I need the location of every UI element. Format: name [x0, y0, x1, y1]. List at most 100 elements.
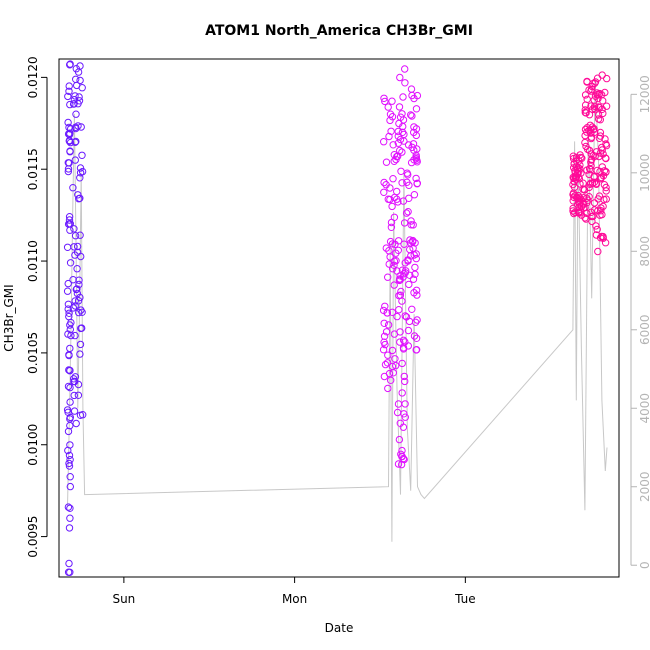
- data-point: [394, 139, 402, 147]
- y2-tick-label: 2000: [638, 471, 650, 502]
- data-point: [603, 74, 611, 83]
- y2-tick-label: 8000: [638, 236, 650, 267]
- data-point: [412, 155, 420, 163]
- data-point: [403, 178, 411, 187]
- data-point: [402, 209, 411, 217]
- data-point: [396, 276, 404, 284]
- data-point: [73, 265, 81, 273]
- data-point: [394, 246, 402, 255]
- data-point: [66, 321, 74, 329]
- data-point: [386, 110, 395, 118]
- data-point: [72, 110, 80, 118]
- data-point: [409, 275, 418, 283]
- data-point: [583, 77, 591, 86]
- data-point: [402, 267, 410, 275]
- data-point: [405, 317, 414, 326]
- data-point: [399, 122, 407, 131]
- data-point: [388, 113, 397, 121]
- data-point: [601, 154, 610, 162]
- data-point: [74, 191, 82, 199]
- data-point: [594, 247, 602, 256]
- data-point: [383, 359, 392, 367]
- data-point: [71, 373, 80, 381]
- data-point: [63, 406, 72, 414]
- data-point: [405, 194, 413, 203]
- data-point: [387, 223, 396, 232]
- data-point: [72, 75, 80, 84]
- data-point: [571, 173, 580, 182]
- data-point: [382, 328, 391, 336]
- data-point: [574, 208, 583, 216]
- data-point: [585, 146, 594, 155]
- points-layer: [63, 60, 611, 576]
- data-point: [394, 400, 403, 408]
- y-tick-label: 0.0100: [26, 424, 40, 466]
- data-point: [65, 524, 74, 532]
- data-point: [400, 410, 408, 418]
- data-point: [384, 103, 392, 111]
- data-point: [592, 231, 601, 239]
- data-point: [409, 236, 417, 245]
- data-point: [412, 334, 421, 342]
- data-point: [71, 302, 79, 310]
- data-point: [396, 338, 404, 346]
- x-tick-label: Sun: [112, 592, 135, 606]
- data-point: [412, 105, 421, 113]
- data-point: [404, 342, 412, 350]
- data-point: [398, 128, 407, 137]
- data-point: [571, 192, 579, 200]
- data-point: [581, 138, 589, 147]
- data-point: [73, 289, 82, 298]
- data-point: [398, 266, 407, 274]
- data-point: [599, 109, 607, 118]
- data-point: [588, 212, 596, 221]
- data-point: [64, 503, 73, 511]
- data-point: [598, 232, 606, 241]
- data-point: [593, 225, 601, 234]
- data-point: [386, 253, 394, 261]
- data-point: [66, 482, 75, 491]
- data-point: [66, 514, 74, 522]
- data-point: [402, 313, 411, 321]
- x-axis-label: Date: [325, 621, 354, 635]
- data-point: [66, 344, 74, 353]
- data-point: [395, 306, 403, 314]
- data-point: [584, 145, 592, 154]
- data-point: [64, 159, 73, 167]
- data-point: [388, 97, 396, 105]
- data-point: [399, 454, 408, 463]
- y2-tick-label: 6000: [638, 314, 650, 345]
- data-point: [592, 148, 601, 156]
- data-point: [379, 306, 388, 315]
- data-point: [63, 287, 72, 295]
- data-point: [405, 280, 413, 289]
- data-point: [393, 312, 401, 321]
- data-point: [396, 73, 404, 82]
- data-point: [76, 174, 84, 182]
- data-point: [588, 123, 596, 131]
- data-point: [64, 220, 73, 228]
- data-point: [397, 167, 405, 176]
- data-point: [65, 216, 74, 224]
- data-point: [65, 366, 73, 374]
- data-point: [602, 168, 610, 177]
- data-point: [76, 350, 84, 358]
- data-point: [64, 568, 73, 576]
- data-point: [585, 183, 593, 192]
- data-point: [75, 308, 83, 317]
- data-point: [399, 336, 408, 344]
- data-point: [583, 166, 591, 174]
- data-point: [380, 319, 388, 327]
- data-point: [401, 377, 409, 386]
- data-point: [410, 251, 418, 259]
- data-point: [64, 92, 72, 101]
- data-point: [410, 332, 419, 340]
- data-point: [592, 222, 600, 230]
- data-point: [408, 91, 416, 100]
- data-point: [598, 71, 606, 79]
- data-point: [66, 398, 74, 406]
- data-point: [64, 446, 72, 455]
- y2-tick-label: 10000: [638, 154, 650, 192]
- data-point: [392, 361, 400, 370]
- data-point: [569, 204, 577, 213]
